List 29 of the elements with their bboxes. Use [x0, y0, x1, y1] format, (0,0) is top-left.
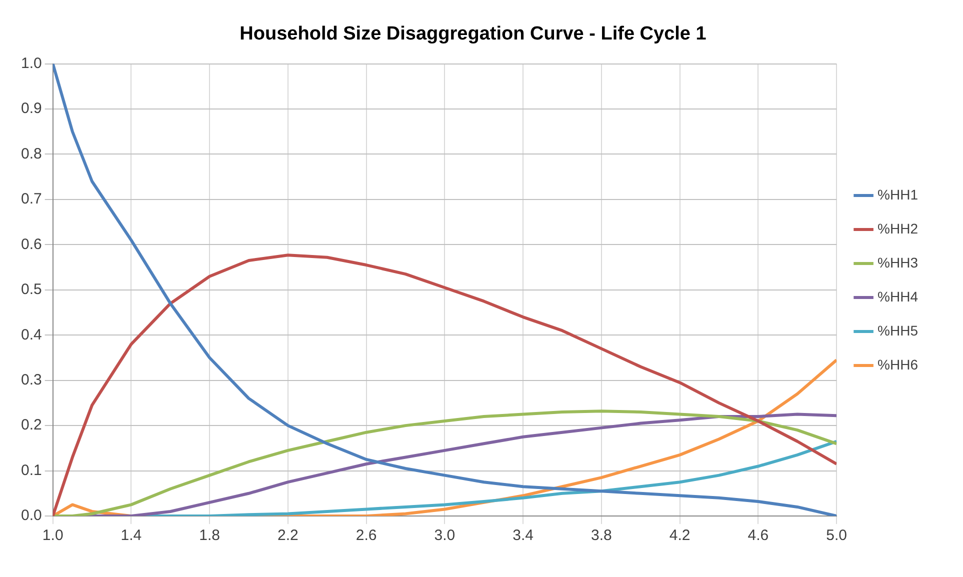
- legend-label: %HH1: [878, 186, 918, 202]
- y-tick-label: 0.9: [20, 100, 42, 118]
- x-tick-label: 3.0: [434, 527, 456, 544]
- x-tick-label: 2.6: [356, 527, 377, 544]
- x-tick-label: 1.0: [42, 527, 64, 544]
- y-tick-label: 0.1: [20, 462, 42, 479]
- y-tick-label: 1.0: [20, 54, 42, 72]
- legend-label: %HH3: [878, 254, 918, 270]
- x-tick-label: 3.4: [512, 527, 534, 544]
- legend-label: %HH5: [878, 322, 918, 338]
- x-tick-label: 4.6: [748, 527, 769, 544]
- y-tick-label: 0.3: [20, 371, 42, 388]
- y-tick-label: 0.4: [20, 326, 42, 344]
- y-tick-label: 0.5: [20, 281, 42, 298]
- x-tick-label: 1.8: [199, 527, 220, 544]
- legend-label: %HH6: [878, 356, 918, 372]
- legend-label: %HH4: [878, 288, 918, 304]
- y-tick-label: 0.6: [20, 236, 42, 253]
- x-tick-label: 2.2: [278, 527, 298, 544]
- y-tick-label: 0.7: [20, 190, 42, 208]
- y-tick-label: 0.2: [20, 416, 42, 434]
- x-tick-label: 1.4: [120, 527, 142, 544]
- y-tick-label: 0.8: [20, 145, 42, 162]
- y-tick-label: 0.0: [20, 507, 42, 524]
- x-tick-label: 4.2: [669, 527, 690, 544]
- chart-title: Household Size Disaggregation Curve - Life Cycle 1: [240, 24, 707, 45]
- x-tick-label: 5.0: [826, 527, 847, 544]
- x-tick-label: 3.8: [591, 527, 612, 544]
- legend-label: %HH2: [878, 220, 918, 236]
